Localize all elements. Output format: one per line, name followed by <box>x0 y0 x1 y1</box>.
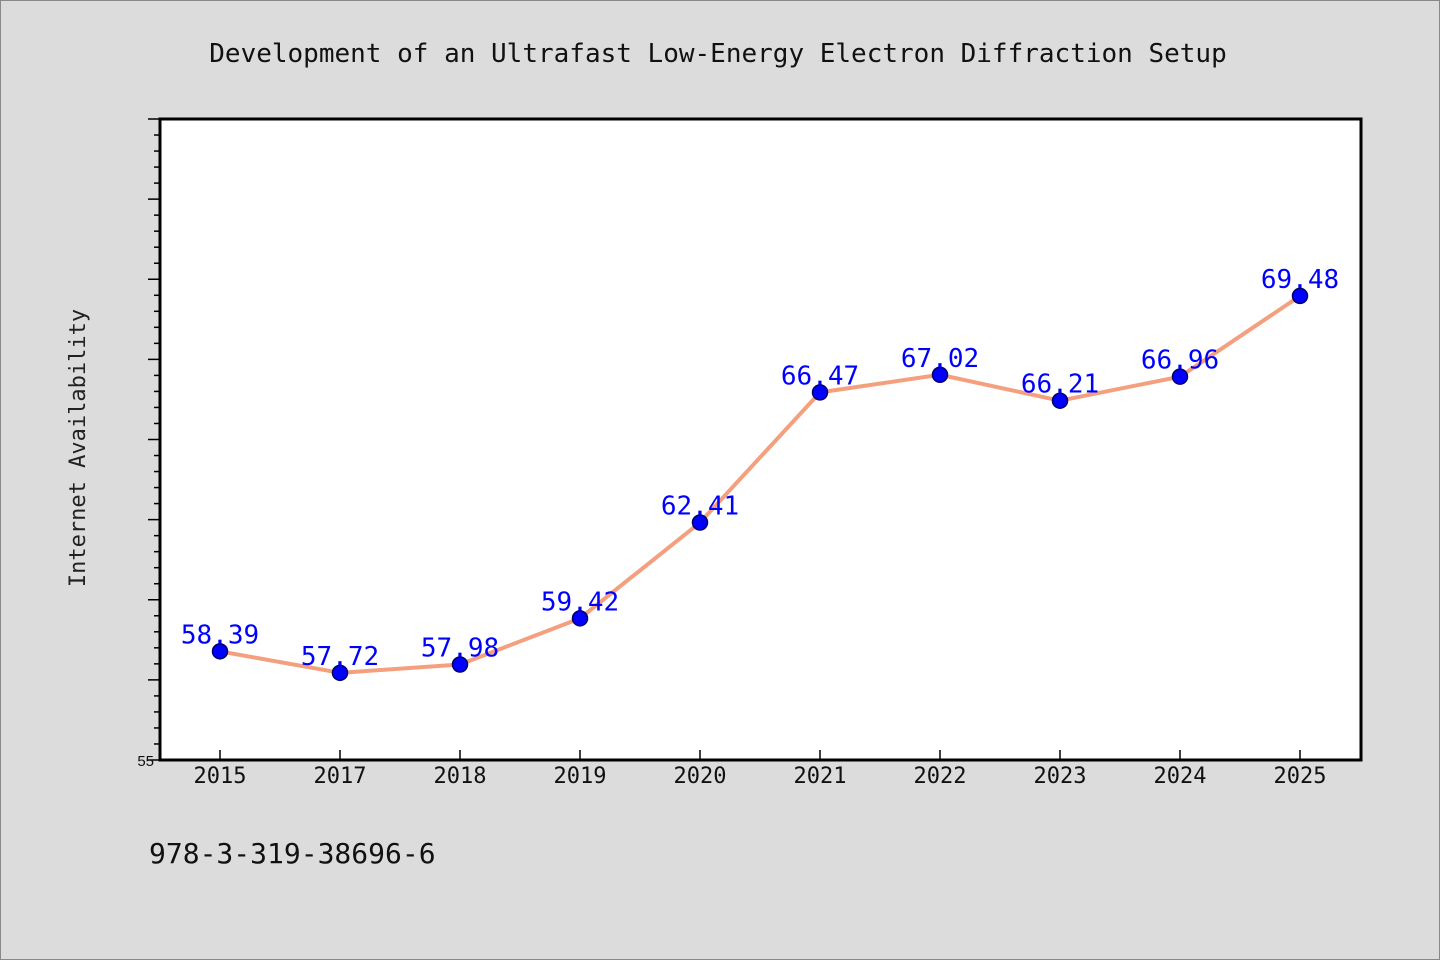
data-point <box>1051 392 1069 409</box>
data-point <box>211 643 229 660</box>
x-tick-label: 2017 <box>314 764 367 789</box>
data-label: 57.98 <box>421 633 499 663</box>
y-axis-label: Internet Availability <box>66 309 91 587</box>
data-label: 57.72 <box>301 642 379 672</box>
data-point <box>691 514 709 531</box>
data-label: 66.21 <box>1021 370 1099 400</box>
data-label: 62.41 <box>661 492 739 522</box>
plot-area <box>160 119 1361 760</box>
data-point <box>931 366 949 384</box>
chart-title: Development of an Ultrafast Low-Energy E… <box>209 39 1226 69</box>
data-label: 69.48 <box>1261 265 1339 295</box>
data-point <box>1291 287 1309 305</box>
x-tick-label: 2023 <box>1034 764 1087 789</box>
x-tick-label: 2020 <box>674 764 727 789</box>
data-points <box>211 287 1309 682</box>
data-label: 59.42 <box>541 587 619 617</box>
x-tick-label: 2018 <box>434 764 487 789</box>
data-point <box>451 656 469 673</box>
x-tick-label: 2025 <box>1274 764 1327 789</box>
x-tick-label: 2022 <box>914 764 967 789</box>
data-point <box>571 610 589 627</box>
y-tick-label: 55 <box>137 753 154 770</box>
x-tick-label: 2015 <box>194 764 247 789</box>
data-label: 58.39 <box>181 620 259 650</box>
data-point <box>1171 368 1189 385</box>
x-tick-label: 2024 <box>1154 764 1207 789</box>
x-tick-label: 2021 <box>794 764 847 789</box>
series-line <box>218 293 1302 675</box>
data-label: 67.02 <box>901 344 979 374</box>
data-label: 66.47 <box>781 361 859 391</box>
data-labels: 58.39 57.72 57.98 59.42 62.41 66.47 67.02 66.21… <box>181 265 1339 672</box>
footnote: 978-3-319-38696-6 <box>149 837 436 870</box>
x-tick-label: 2019 <box>554 764 607 789</box>
data-point <box>331 664 349 682</box>
data-label: 66.96 <box>1141 346 1219 376</box>
x-axis-ticks: 2015 2017 2018 2019 2020 2021 2022 2023 2024 2025 <box>194 750 1327 789</box>
plot-frame <box>158 117 1363 762</box>
data-point <box>811 384 829 401</box>
